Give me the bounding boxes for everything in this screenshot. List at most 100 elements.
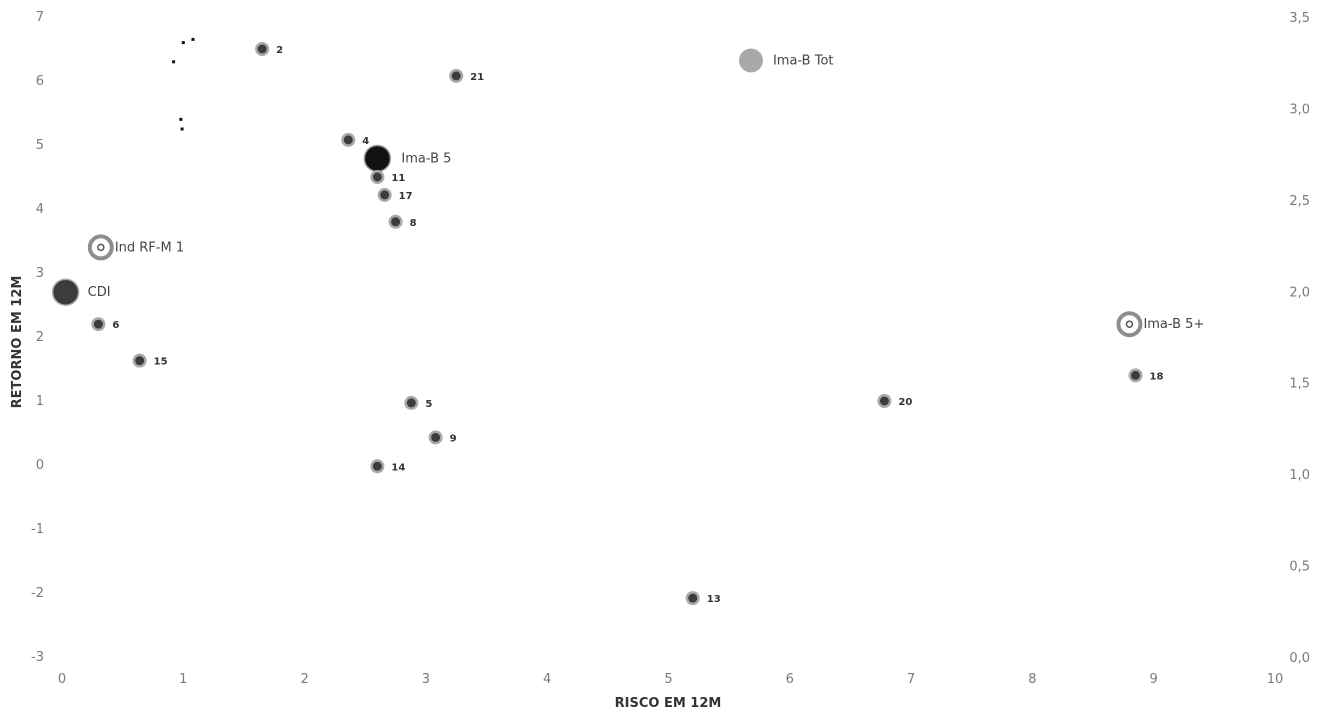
point-label: 14 (391, 462, 405, 473)
y-tick-label: 3 (36, 266, 44, 281)
y-tick-label: 6 (36, 74, 44, 89)
point-label: CDI (88, 285, 111, 300)
point-center (97, 243, 105, 252)
x-axis-title: RISCO EM 12M (615, 696, 722, 711)
noise-dot (180, 127, 184, 131)
x-tick-label: 1 (179, 672, 187, 687)
data-point: 20 (877, 394, 912, 408)
point-label: 20 (898, 397, 912, 408)
y2-tick-label: 2,0 (1289, 285, 1310, 300)
data-point: 8 (388, 214, 417, 229)
point-marker (135, 356, 145, 366)
data-point: 17 (377, 187, 413, 202)
data-point: 4 (341, 132, 369, 147)
data-point: 2 (255, 42, 283, 56)
point-label: Ind RF-M 1 (115, 240, 184, 255)
y-axis-title: RETORNO EM 12M (10, 276, 25, 409)
point-marker (406, 398, 416, 408)
y-axis-ticks: -3 -2 -1 0 1 2 3 4 5 6 7 (31, 10, 44, 665)
y-tick-label: -3 (31, 650, 44, 665)
noise-dot (172, 60, 176, 64)
x-tick-label: 6 (786, 672, 794, 687)
point-marker (1131, 370, 1141, 380)
noise-mark (191, 37, 195, 41)
data-point: Ind RF-M 1 (87, 234, 184, 261)
y2-axis-ticks: 0,0 0,5 1,0 1,5 2,0 2,5 3,0 3,5 (1289, 11, 1310, 666)
data-point: 5 (404, 395, 432, 410)
point-marker (343, 135, 353, 145)
point-marker (688, 593, 698, 603)
data-point: CDI (51, 278, 111, 306)
point-label: 4 (362, 136, 369, 147)
y-tick-label: -2 (31, 586, 44, 601)
y2-tick-label: 1,0 (1289, 468, 1310, 483)
point-marker (738, 48, 763, 73)
y-tick-label: 2 (36, 330, 44, 345)
point-label: 6 (112, 320, 119, 331)
point-label: 13 (707, 594, 721, 605)
noise-mark (172, 60, 176, 64)
x-tick-label: 7 (907, 672, 915, 687)
y2-tick-label: 0,0 (1289, 651, 1310, 666)
data-point: Ima-B Tot (738, 48, 834, 73)
point-marker (372, 461, 382, 471)
point-marker (93, 319, 103, 329)
data-point: 18 (1128, 368, 1163, 383)
point-label: 9 (450, 433, 457, 444)
data-point: 15 (132, 353, 168, 368)
point-marker (879, 396, 889, 406)
x-tick-label: 10 (1267, 672, 1284, 687)
point-label: Ima-B 5 (401, 151, 451, 166)
y-tick-label: 4 (36, 202, 44, 217)
point-marker (51, 278, 80, 306)
x-tick-label: 4 (543, 672, 551, 687)
y-tick-label: 1 (36, 394, 44, 409)
y2-tick-label: 0,5 (1289, 560, 1310, 575)
point-label: 2 (276, 45, 283, 56)
point-label: Ima-B Tot (773, 54, 834, 69)
data-point: Ima-B 5+ (1116, 311, 1204, 338)
point-label: 8 (410, 218, 417, 229)
x-tick-label: 8 (1028, 672, 1036, 687)
data-point: 9 (428, 430, 457, 445)
noise-mark (179, 117, 183, 121)
y2-tick-label: 2,5 (1289, 194, 1310, 209)
x-tick-label: 0 (58, 672, 66, 687)
noise-dot (181, 41, 185, 45)
point-marker (257, 44, 267, 54)
data-point: 6 (91, 317, 119, 332)
point-marker (451, 71, 461, 81)
data-point: Ima-B 5 (363, 144, 451, 173)
y-tick-label: 7 (36, 10, 44, 25)
point-marker (391, 217, 401, 227)
noise-mark (180, 127, 184, 131)
y2-tick-label: 3,0 (1289, 102, 1310, 117)
point-label: 17 (399, 191, 413, 202)
noise-dot (179, 117, 183, 121)
y-tick-label: -1 (31, 522, 44, 537)
x-tick-label: 5 (664, 672, 672, 687)
noise-dot (191, 37, 195, 41)
x-axis-ticks: 0 1 2 3 4 5 6 7 8 9 10 (58, 672, 1283, 687)
y-tick-label: 5 (36, 138, 44, 153)
point-center (1125, 320, 1134, 328)
point-marker (431, 432, 441, 442)
y2-tick-label: 1,5 (1289, 377, 1310, 392)
y2-tick-label: 3,5 (1289, 11, 1310, 26)
data-point: 13 (685, 591, 721, 606)
data-point: 21 (449, 68, 484, 83)
point-label: Ima-B 5+ (1143, 317, 1204, 332)
point-marker (372, 172, 382, 182)
point-label: 21 (470, 72, 484, 83)
data-point: 14 (370, 459, 405, 474)
noise-mark (181, 41, 185, 45)
data-points: 2 21 Ima-B Tot 4 Ima-B 5 11 17 8 Ind RF-M 1 CDI 6 1… (51, 37, 1204, 606)
point-label: 5 (425, 399, 432, 410)
point-label: 11 (391, 173, 405, 184)
point-marker (363, 144, 392, 173)
x-tick-label: 2 (300, 672, 308, 687)
point-label: 15 (154, 357, 168, 368)
y-tick-label: 0 (36, 458, 44, 473)
data-point: 11 (370, 170, 405, 184)
